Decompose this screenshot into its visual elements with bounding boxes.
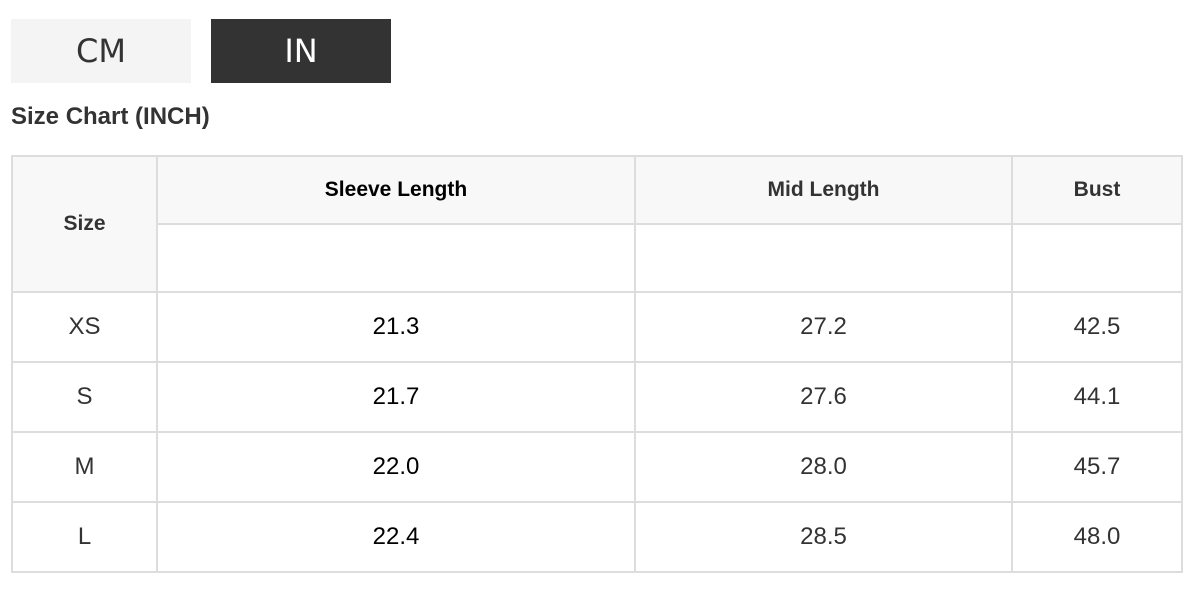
size-cell: L — [11, 501, 158, 573]
mid-length-cell: 27.2 — [634, 291, 1013, 363]
header-size: Size — [11, 155, 158, 293]
header-bust: Bust — [1011, 155, 1183, 225]
subheader-cell — [1011, 223, 1183, 293]
bust-cell: 44.1 — [1011, 361, 1183, 433]
bust-cell: 48.0 — [1011, 501, 1183, 573]
sleeve-length-cell: 21.7 — [156, 361, 636, 433]
in-unit-button[interactable]: IN — [211, 19, 391, 83]
size-cell: S — [11, 361, 158, 433]
header-sleeve-length: Sleeve Length — [156, 155, 636, 225]
table-row: XS 21.3 27.2 42.5 — [11, 291, 1183, 363]
sleeve-length-cell: 21.3 — [156, 291, 636, 363]
size-chart-table: Size Sleeve Length Mid Length Bust XS 21.… — [11, 155, 1183, 573]
header-mid-length: Mid Length — [634, 155, 1013, 225]
subheader-cell — [634, 223, 1013, 293]
cm-unit-button[interactable]: CM — [11, 19, 191, 83]
mid-length-cell: 28.5 — [634, 501, 1013, 573]
table-row: L 22.4 28.5 48.0 — [11, 501, 1183, 573]
sleeve-length-cell: 22.0 — [156, 431, 636, 503]
size-chart-title: Size Chart (INCH) — [11, 103, 210, 130]
bust-cell: 45.7 — [1011, 431, 1183, 503]
size-cell: M — [11, 431, 158, 503]
mid-length-cell: 27.6 — [634, 361, 1013, 433]
table-row: S 21.7 27.6 44.1 — [11, 361, 1183, 433]
table-row: M 22.0 28.0 45.7 — [11, 431, 1183, 503]
bust-cell: 42.5 — [1011, 291, 1183, 363]
subheader-cell — [156, 223, 636, 293]
sleeve-length-cell: 22.4 — [156, 501, 636, 573]
mid-length-cell: 28.0 — [634, 431, 1013, 503]
size-cell: XS — [11, 291, 158, 363]
